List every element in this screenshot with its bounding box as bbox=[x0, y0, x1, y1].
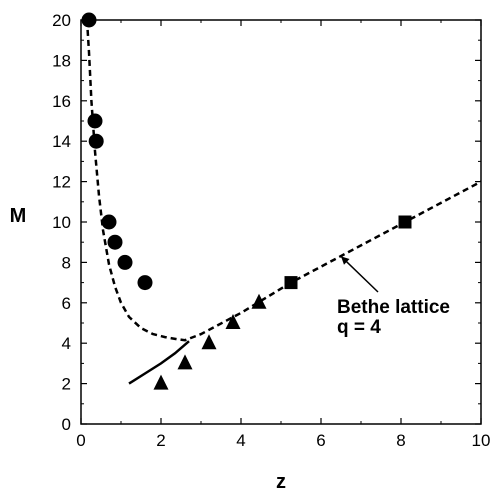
square-marker bbox=[399, 216, 412, 229]
circle-marker bbox=[88, 114, 103, 129]
plot-frame bbox=[81, 20, 481, 424]
x-tick-label: 8 bbox=[396, 431, 405, 450]
y-tick-label: 2 bbox=[62, 375, 71, 394]
y-tick-label: 0 bbox=[62, 415, 71, 434]
solid-curve bbox=[129, 341, 189, 383]
circle-marker bbox=[108, 235, 123, 250]
x-tick-label: 0 bbox=[76, 431, 85, 450]
dashed-curve bbox=[87, 20, 481, 340]
circle-marker bbox=[89, 134, 104, 149]
y-tick-label: 12 bbox=[52, 173, 71, 192]
y-tick-label: 6 bbox=[62, 294, 71, 313]
x-axis-title: z bbox=[276, 471, 286, 493]
x-tick-label: 10 bbox=[472, 431, 491, 450]
annotation-label-line-1: Bethe lattice bbox=[337, 297, 450, 318]
axis-ticks bbox=[81, 20, 481, 424]
triangle-marker bbox=[178, 354, 193, 369]
annotation-label-line-2: q = 4 bbox=[337, 317, 381, 338]
y-tick-label: 16 bbox=[52, 92, 71, 111]
y-tick-label: 20 bbox=[52, 11, 71, 30]
circle-marker bbox=[82, 13, 97, 28]
circle-marker bbox=[118, 255, 133, 270]
y-axis-title: M bbox=[10, 205, 27, 227]
triangle-marker bbox=[252, 294, 267, 309]
triangle-marker bbox=[154, 375, 169, 390]
annotation-group: Bethe lattice q = 4 bbox=[337, 256, 450, 338]
model-curves bbox=[87, 20, 481, 384]
y-tick-label: 8 bbox=[62, 253, 71, 272]
circle-marker bbox=[102, 215, 117, 230]
y-tick-label: 18 bbox=[52, 51, 71, 70]
triangle-marker bbox=[202, 334, 217, 349]
square-marker bbox=[285, 276, 298, 289]
x-tick-label: 6 bbox=[316, 431, 325, 450]
y-tick-label: 14 bbox=[52, 132, 71, 151]
triangle-marker bbox=[226, 314, 241, 329]
circle-marker bbox=[138, 275, 153, 290]
axis-tick-labels: 0 2 4 6 8 10 0 2 4 6 8 10 12 14 16 18 20 bbox=[52, 11, 490, 450]
x-tick-label: 4 bbox=[236, 431, 245, 450]
y-tick-label: 4 bbox=[62, 334, 71, 353]
plot-border bbox=[81, 20, 481, 424]
x-tick-label: 2 bbox=[156, 431, 165, 450]
y-tick-label: 10 bbox=[52, 213, 71, 232]
